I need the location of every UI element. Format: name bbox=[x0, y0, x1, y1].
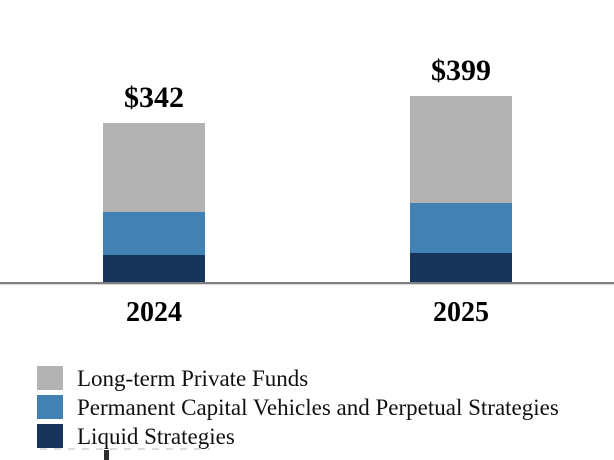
bar-segment-permanent-capital-vehicles-and-perpetual-strategies bbox=[103, 212, 205, 255]
clipped-text-fragment bbox=[40, 448, 210, 450]
legend-item: Long-term Private Funds bbox=[37, 366, 559, 390]
legend-item: Permanent Capital Vehicles and Perpetual… bbox=[37, 395, 559, 419]
x-axis-category-label: 2025 bbox=[433, 297, 489, 328]
legend-swatch bbox=[37, 424, 63, 448]
legend-swatch bbox=[37, 366, 63, 390]
bar-total-label: $399 bbox=[431, 54, 491, 87]
legend-item-label: Long-term Private Funds bbox=[77, 365, 309, 391]
legend-swatch bbox=[37, 395, 63, 419]
bar-segment-permanent-capital-vehicles-and-perpetual-strategies bbox=[410, 203, 512, 253]
clipped-glyph-fragment bbox=[104, 450, 109, 460]
legend-item-label: Permanent Capital Vehicles and Perpetual… bbox=[77, 394, 559, 420]
bar-segment-liquid-strategies bbox=[103, 255, 205, 282]
bar-segment-long-term-private-funds bbox=[103, 123, 205, 212]
stacked-bar-2025 bbox=[410, 96, 512, 282]
bar-segment-long-term-private-funds bbox=[410, 96, 512, 203]
legend-item-label: Liquid Strategies bbox=[77, 423, 235, 449]
chart-legend: Long-term Private Funds Permanent Capital… bbox=[37, 366, 559, 453]
bar-total-label: $342 bbox=[124, 81, 184, 114]
x-axis-category-label: 2024 bbox=[126, 297, 182, 328]
legend-item: Liquid Strategies bbox=[37, 424, 559, 448]
x-axis-line bbox=[0, 282, 614, 285]
stacked-bar-2024 bbox=[103, 123, 205, 282]
bar-segment-liquid-strategies bbox=[410, 253, 512, 282]
